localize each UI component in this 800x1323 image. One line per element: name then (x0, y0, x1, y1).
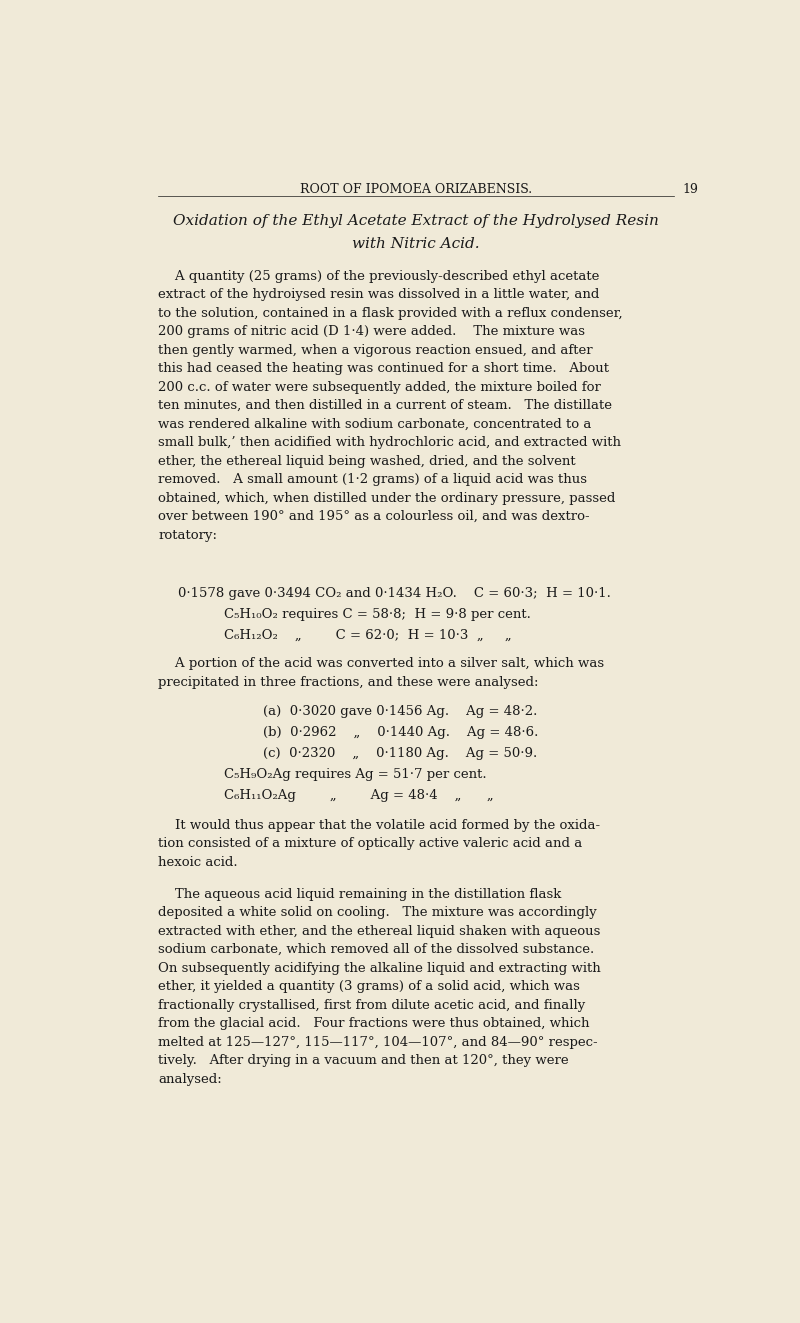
Text: C₅H₉O₂Ag requires Ag = 51·7 per cent.: C₅H₉O₂Ag requires Ag = 51·7 per cent. (224, 767, 486, 781)
Text: ROOT OF IPOMOEA ORIZABENSIS.: ROOT OF IPOMOEA ORIZABENSIS. (300, 184, 532, 196)
Text: A portion of the acid was converted into a silver salt, which was
precipitated i: A portion of the acid was converted into… (158, 658, 604, 689)
Text: C₆H₁₁O₂Ag        „        Ag = 48·4    „      „: C₆H₁₁O₂Ag „ Ag = 48·4 „ „ (224, 789, 494, 802)
Text: It would thus appear that the volatile acid formed by the oxida-
tion consisted : It would thus appear that the volatile a… (158, 819, 600, 869)
Text: The aqueous acid liquid remaining in the distillation flask
deposited a white so: The aqueous acid liquid remaining in the… (158, 888, 601, 1086)
Text: A quantity (25 grams) of the previously-described ethyl acetate
extract of the h: A quantity (25 grams) of the previously-… (158, 270, 622, 541)
Text: 19: 19 (683, 184, 698, 196)
Text: (b)  0·2962    „    0·1440 Ag.    Ag = 48·6.: (b) 0·2962 „ 0·1440 Ag. Ag = 48·6. (262, 726, 538, 740)
Text: 0·1578 gave 0·3494 CO₂ and 0·1434 H₂O.    C = 60·3;  H = 10·1.: 0·1578 gave 0·3494 CO₂ and 0·1434 H₂O. C… (178, 587, 610, 599)
Text: Oxidation of the Ethyl Acetate Extract of the Hydrolysed Resin: Oxidation of the Ethyl Acetate Extract o… (173, 214, 658, 228)
Text: C₆H₁₂O₂    „        C = 62·0;  H = 10·3  „     „: C₆H₁₂O₂ „ C = 62·0; H = 10·3 „ „ (224, 628, 512, 642)
Text: with Nitric Acid.: with Nitric Acid. (352, 237, 480, 251)
Text: (a)  0·3020 gave 0·1456 Ag.    Ag = 48·2.: (a) 0·3020 gave 0·1456 Ag. Ag = 48·2. (262, 705, 537, 718)
Text: C₅H₁₀O₂ requires C = 58·8;  H = 9·8 per cent.: C₅H₁₀O₂ requires C = 58·8; H = 9·8 per c… (224, 607, 531, 620)
Text: (c)  0·2320    „    0·1180 Ag.    Ag = 50·9.: (c) 0·2320 „ 0·1180 Ag. Ag = 50·9. (262, 747, 537, 759)
